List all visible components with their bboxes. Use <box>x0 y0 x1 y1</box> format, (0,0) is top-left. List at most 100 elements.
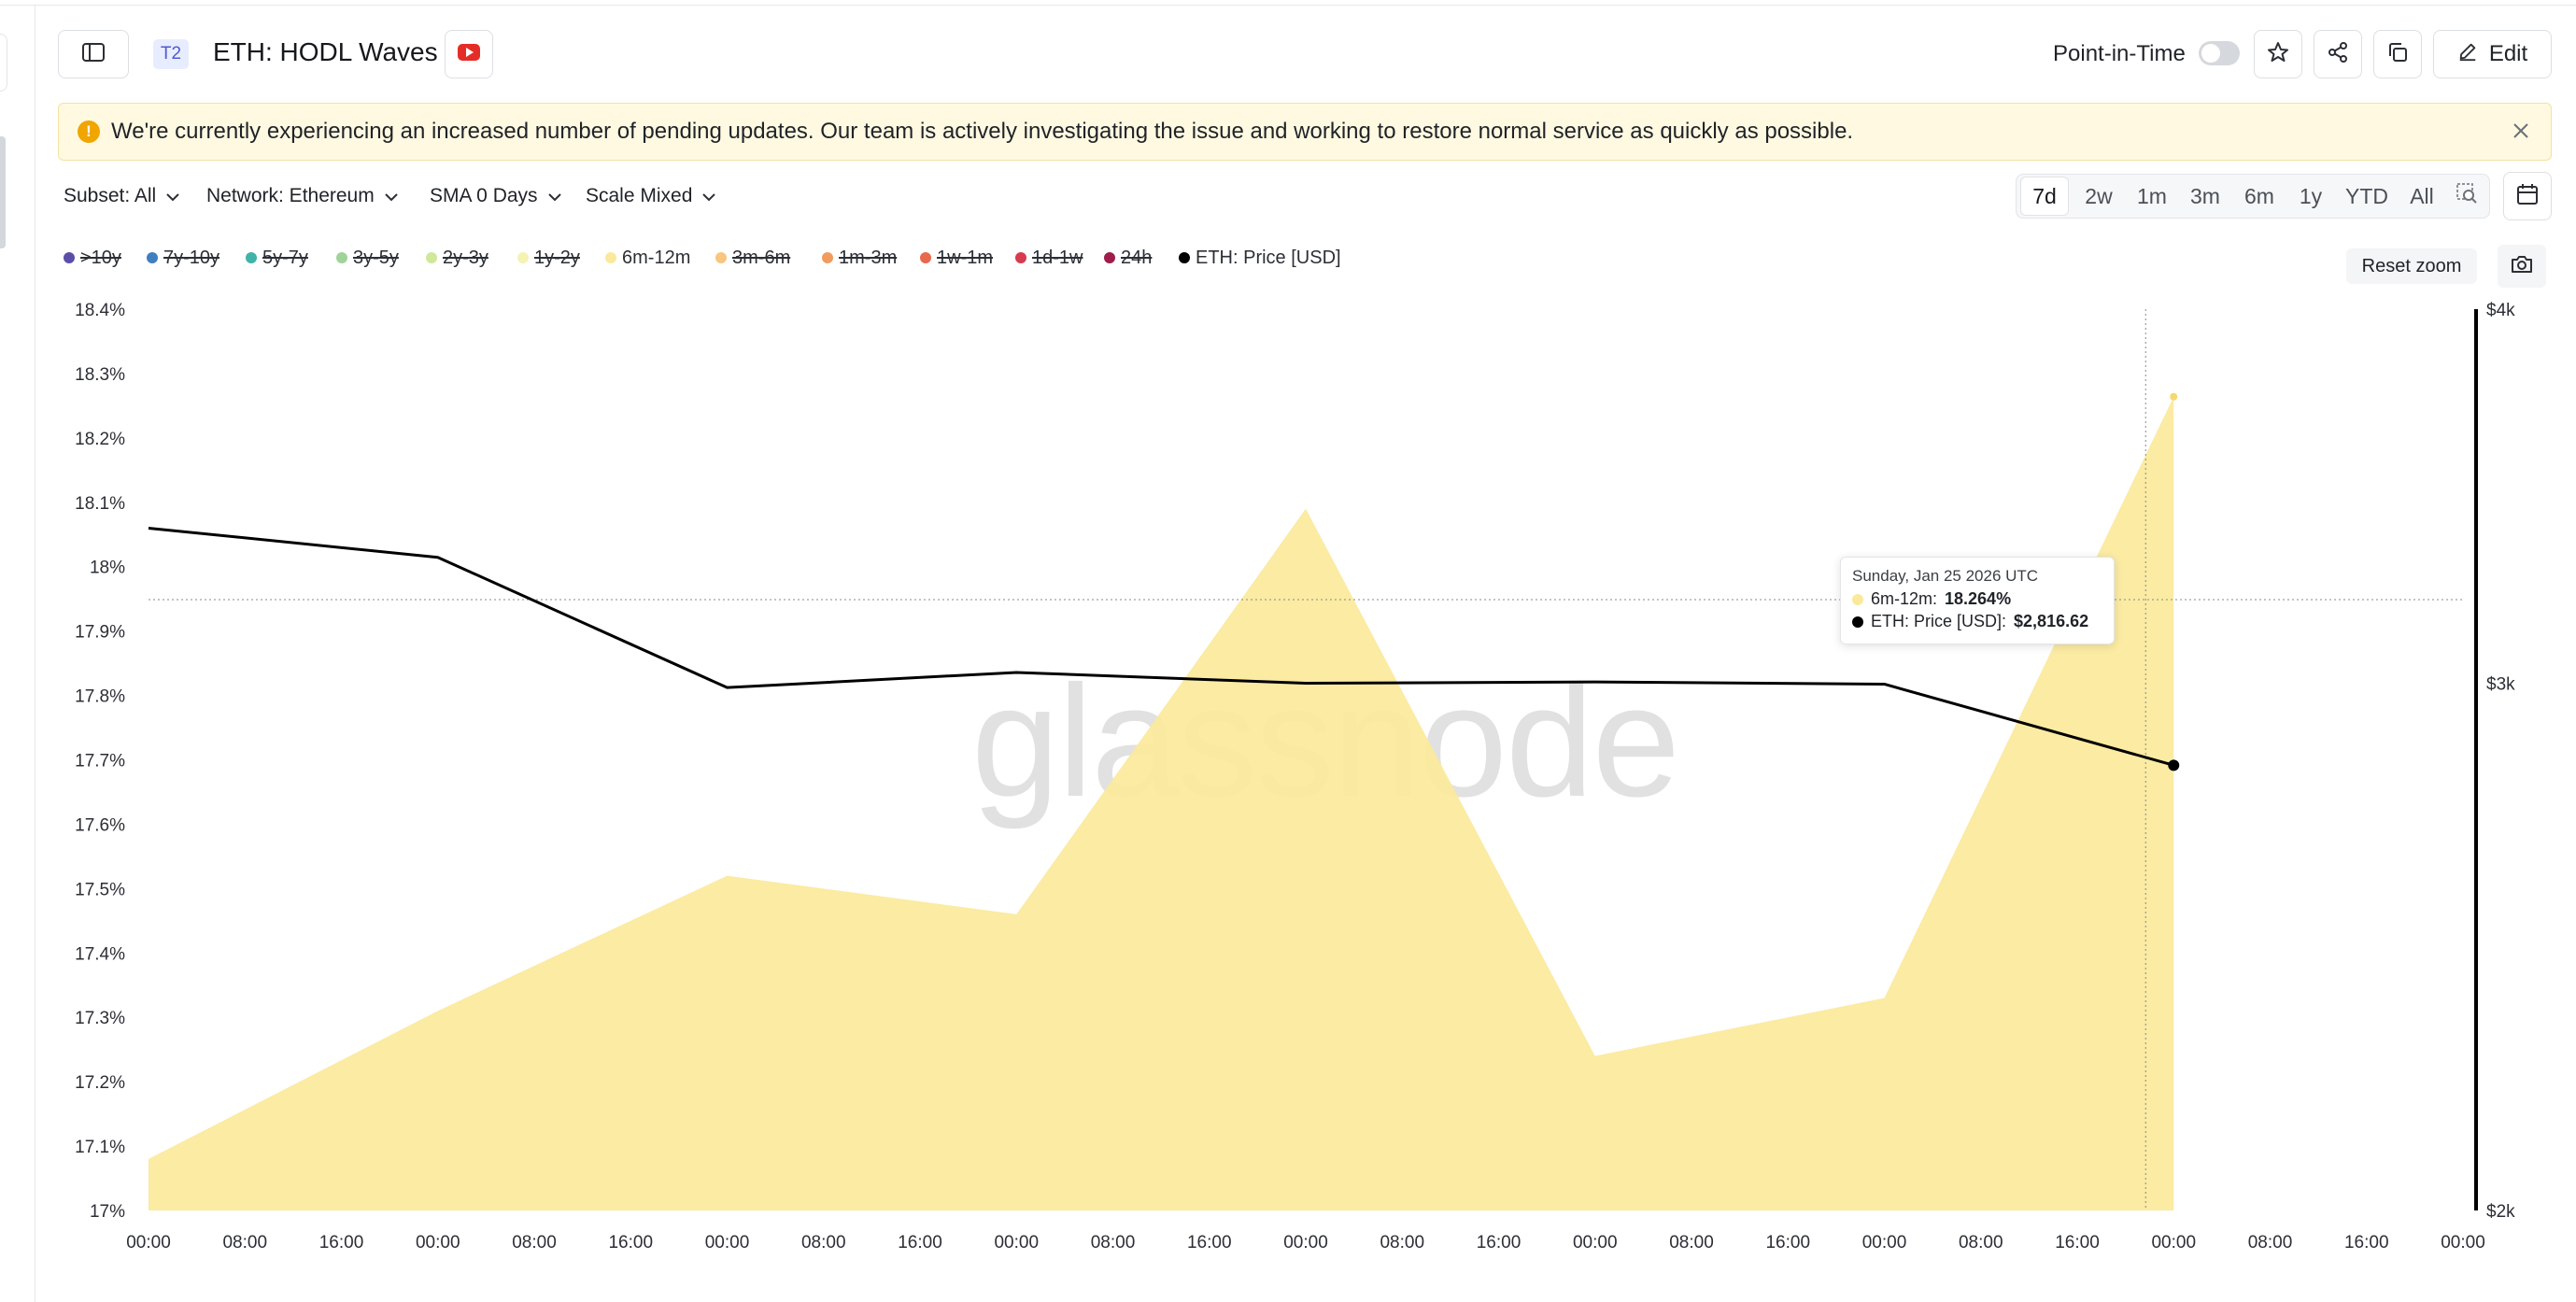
legend-dot <box>920 252 931 263</box>
legend-dot <box>822 252 833 263</box>
x-tick-label: 16:00 <box>1477 1233 1522 1252</box>
x-tick-label: 00:00 <box>994 1233 1039 1252</box>
x-tick-label: 16:00 <box>1765 1233 1810 1252</box>
range-3m[interactable]: 3m <box>2190 183 2220 208</box>
sma-label: SMA 0 Days <box>430 185 538 206</box>
tooltip-label: 6m-12m: <box>1871 589 1938 608</box>
date-picker-button[interactable] <box>2503 172 2552 220</box>
sma-dropdown[interactable]: SMA 0 Days <box>430 185 562 207</box>
left-rail-scrollbar[interactable] <box>0 136 6 248</box>
x-tick-label: 16:00 <box>608 1233 653 1252</box>
chevron-down-icon <box>547 185 562 207</box>
tooltip-row: ETH: Price [USD]: $2,816.62 <box>1852 612 2088 631</box>
x-tick-label: 00:00 <box>416 1233 460 1252</box>
legend-item[interactable]: 1w-1m <box>920 246 993 270</box>
x-tick-label: 16:00 <box>2344 1233 2389 1252</box>
share-button[interactable] <box>2314 30 2362 78</box>
range-2w[interactable]: 2w <box>2085 183 2113 208</box>
youtube-icon <box>458 43 480 65</box>
legend-label: >10y <box>80 247 121 268</box>
tooltip-label: ETH: Price [USD]: <box>1871 612 2007 630</box>
top-rule <box>0 0 2576 6</box>
time-range-selector: 7d 2w 1m 3m 6m 1y YTD All <box>2016 174 2490 219</box>
x-tick-label: 16:00 <box>319 1233 364 1252</box>
scale-label: Scale Mixed <box>586 185 693 206</box>
x-tick-label: 00:00 <box>705 1233 750 1252</box>
legend-item[interactable]: 1d-1w <box>1015 246 1083 270</box>
range-ytd[interactable]: YTD <box>2345 183 2388 208</box>
status-banner: ! We're currently experiencing an increa… <box>58 103 2552 161</box>
x-tick-label: 00:00 <box>126 1233 171 1252</box>
y-right-tick-label: $4k <box>2486 301 2515 320</box>
x-tick-label: 08:00 <box>1380 1233 1424 1252</box>
toggle-sidebar-button[interactable] <box>58 30 129 78</box>
edit-label: Edit <box>2488 41 2528 66</box>
reset-zoom-button[interactable]: Reset zoom <box>2346 248 2477 284</box>
y-tick-label: 17.8% <box>75 687 125 707</box>
range-7d[interactable]: 7d <box>2020 177 2069 216</box>
left-rail-tab[interactable] <box>0 34 7 92</box>
left-rail <box>0 6 35 1302</box>
tooltip-value: $2,816.62 <box>2014 612 2089 630</box>
share-icon <box>2327 41 2349 68</box>
legend-label: 24h <box>1121 247 1153 268</box>
y-tick-label: 17% <box>90 1202 125 1222</box>
legend-label: ETH: Price [USD] <box>1196 247 1341 268</box>
legend-item[interactable]: 6m-12m <box>605 246 690 270</box>
price-end-point <box>2168 759 2180 771</box>
y-tick-label: 18.4% <box>75 301 125 320</box>
legend-item[interactable]: 3y-5y <box>336 246 399 270</box>
y-right-tick-label: $3k <box>2486 675 2515 695</box>
legend-dot <box>336 252 347 263</box>
subset-label: Subset: All <box>64 185 157 206</box>
line-layer <box>148 526 2180 771</box>
tooltip-row: 6m-12m: 18.264% <box>1852 589 2011 609</box>
range-1m[interactable]: 1m <box>2137 183 2167 208</box>
area-end-point <box>2170 392 2178 401</box>
network-dropdown[interactable]: Network: Ethereum <box>206 185 399 207</box>
legend-label: 1m-3m <box>839 247 898 268</box>
youtube-button[interactable] <box>445 30 493 78</box>
point-in-time-toggle[interactable] <box>2199 41 2240 65</box>
pencil-icon <box>2457 41 2478 68</box>
favorite-button[interactable] <box>2254 30 2302 78</box>
copy-icon <box>2386 41 2409 68</box>
legend-item[interactable]: 2y-3y <box>426 246 488 270</box>
legend-item[interactable]: 3m-6m <box>715 246 790 270</box>
edit-button[interactable]: Edit <box>2433 30 2552 78</box>
legend-item[interactable]: 1y-2y <box>517 246 580 270</box>
zoom-select-button[interactable] <box>2446 175 2487 218</box>
screenshot-button[interactable] <box>2498 245 2546 288</box>
x-tick-label: 08:00 <box>1091 1233 1136 1252</box>
x-axis: 00:00 08:00 16:00 00:00 08:00 16:00 00:00 08:00… <box>126 1233 2485 1252</box>
y-tick-label: 18.1% <box>75 494 125 514</box>
star-icon <box>2267 41 2289 68</box>
legend-item[interactable]: ETH: Price [USD] <box>1179 246 1341 270</box>
range-6m[interactable]: 6m <box>2244 183 2274 208</box>
tooltip-dot <box>1852 593 1863 605</box>
x-tick-label: 08:00 <box>801 1233 846 1252</box>
y-tick-label: 17.1% <box>75 1138 125 1157</box>
range-1y[interactable]: 1y <box>2299 183 2323 208</box>
tier-badge: T2 <box>153 39 189 69</box>
x-tick-label: 00:00 <box>1283 1233 1328 1252</box>
tooltip-value: 18.264% <box>1945 589 2012 608</box>
camera-icon <box>2511 255 2533 278</box>
legend-item[interactable]: 7y-10y <box>147 246 219 270</box>
duplicate-button[interactable] <box>2373 30 2422 78</box>
range-all[interactable]: All <box>2410 183 2434 208</box>
legend-item[interactable]: >10y <box>64 246 121 270</box>
legend-item[interactable]: 1m-3m <box>822 246 897 270</box>
area-series-6m-12m <box>149 396 2174 1210</box>
y-tick-label: 18% <box>90 559 125 578</box>
legend-dot <box>605 252 616 263</box>
legend-item[interactable]: 24h <box>1104 246 1152 270</box>
scale-dropdown[interactable]: Scale Mixed <box>586 185 716 207</box>
legend-dot <box>426 252 437 263</box>
subset-dropdown[interactable]: Subset: All <box>64 185 180 207</box>
legend-item[interactable]: 5y-7y <box>246 246 308 270</box>
y-left-axis: 17% 17.1% 17.2% 17.3% 17.4% 17.5% 17.6% 17.7% 17… <box>75 301 125 1222</box>
banner-close-button[interactable] <box>2508 120 2534 146</box>
y-tick-label: 18.3% <box>75 365 125 385</box>
